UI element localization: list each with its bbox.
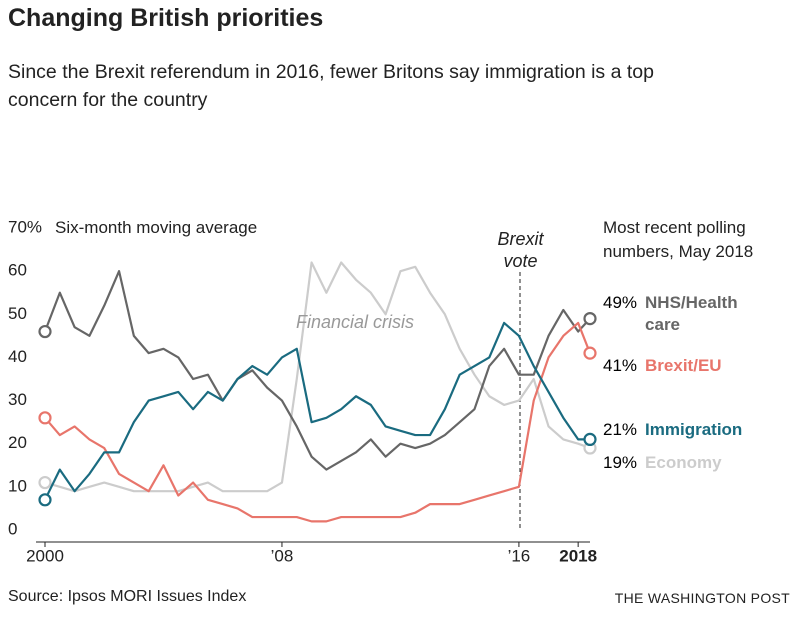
annotation: Brexit vote bbox=[497, 229, 544, 271]
value-label: 19% bbox=[603, 453, 638, 472]
value-label: 21% bbox=[603, 420, 638, 439]
y-tick-label: 20 bbox=[8, 433, 27, 452]
end-marker bbox=[38, 411, 52, 425]
series-line bbox=[44, 321, 590, 501]
end-marker bbox=[38, 475, 52, 490]
end-marker bbox=[583, 346, 597, 360]
x-tick-label: 2018 bbox=[559, 546, 597, 565]
value-label: 41% bbox=[603, 356, 638, 375]
source: Source: Ipsos MORI Issues Index bbox=[8, 588, 247, 605]
y-tick-label: 40 bbox=[8, 347, 27, 366]
series-line bbox=[44, 321, 592, 523]
end-marker bbox=[583, 432, 597, 446]
title: Changing British priorities bbox=[8, 4, 324, 32]
y-tick-label: 70% bbox=[8, 217, 42, 236]
y-tick-label: 50 bbox=[8, 304, 27, 323]
annotation: Most recent polling numbers, May 2018 bbox=[603, 218, 754, 261]
end-marker bbox=[583, 312, 597, 326]
annotation: Six-month moving average bbox=[55, 218, 258, 237]
legend-entry: NHS/Health care bbox=[645, 293, 738, 334]
value-label: 49% bbox=[603, 293, 638, 312]
y-tick-label: 30 bbox=[8, 390, 27, 409]
y-tick-label: 0 bbox=[8, 519, 17, 538]
end-marker bbox=[38, 493, 52, 507]
series-line bbox=[43, 270, 591, 471]
series-line bbox=[44, 261, 591, 493]
credit: THE WASHINGTON POST bbox=[614, 590, 790, 606]
end-marker bbox=[38, 324, 52, 339]
series-label: 21% Immigration bbox=[603, 419, 770, 441]
x-tick-label: 2000 bbox=[26, 546, 64, 565]
x-tick-label: ’16 bbox=[508, 546, 531, 565]
subtitle: Since the Brexit referendum in 2016, few… bbox=[8, 61, 654, 111]
series-label: 41% Brexit/EU bbox=[603, 355, 770, 377]
legend-entry: Brexit/EU bbox=[645, 356, 722, 375]
series-label: 49% NHS/Health care bbox=[603, 292, 770, 336]
x-tick-label: ’08 bbox=[271, 546, 294, 565]
legend-entry: Economy bbox=[645, 453, 722, 472]
annotation: Financial crisis bbox=[295, 312, 415, 332]
series-label: 19% Economy bbox=[603, 452, 770, 474]
legend-entry: Immigration bbox=[645, 420, 743, 439]
y-tick-label: 60 bbox=[8, 261, 27, 280]
y-tick-label: 10 bbox=[8, 476, 27, 495]
